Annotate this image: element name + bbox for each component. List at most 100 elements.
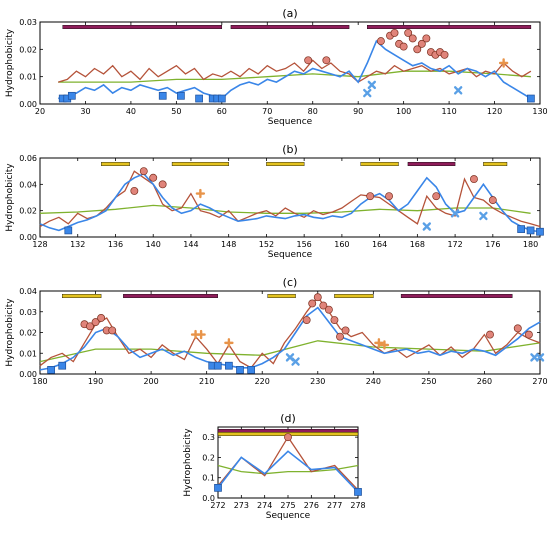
square-marker: [527, 94, 535, 103]
region-bar: [407, 161, 456, 166]
circle-marker: [417, 39, 426, 48]
x-marker: [479, 211, 488, 221]
region-bar: [101, 161, 130, 166]
circle-marker: [440, 50, 449, 59]
square-marker: [47, 366, 55, 374]
y-axis-label: Hydrophobicity: [5, 28, 15, 97]
x-tick-label: 270: [532, 377, 547, 386]
circle-marker: [513, 324, 522, 333]
plus-marker: [196, 329, 206, 340]
y-tick-label: 0.2: [202, 453, 215, 462]
circle-marker: [108, 326, 117, 335]
y-tick-label: 0.02: [19, 45, 37, 54]
circle-marker: [390, 28, 399, 37]
square-marker: [517, 225, 525, 233]
series-line-red: [58, 59, 532, 83]
subplot-2: (c) 180 190 200 210 220 230 240 250 260 270 0.00 0.0…: [5, 276, 548, 386]
x-tick-label: 110: [441, 107, 456, 116]
x-tick-label: 160: [334, 240, 349, 249]
y-tick-label: 0.01: [19, 349, 37, 358]
square-marker: [58, 361, 67, 370]
x-tick-label: 272: [210, 501, 225, 510]
x-tick-label: 180: [523, 240, 538, 249]
chart-title: (a): [282, 7, 297, 20]
square-marker: [213, 361, 222, 370]
circle-marker: [385, 192, 394, 201]
circle-marker: [422, 34, 431, 43]
circle-marker: [488, 196, 497, 205]
x-tick-label: 277: [327, 501, 342, 510]
square-marker: [195, 94, 203, 103]
series-line-blue: [217, 450, 359, 493]
series-line-green: [217, 464, 359, 475]
chart-title: (d): [280, 412, 296, 425]
x-axis-label: Sequence: [268, 117, 313, 127]
plus-marker: [374, 338, 384, 348]
x-tick-label: 70: [262, 107, 272, 116]
series-line-blue: [39, 306, 541, 371]
circle-marker: [319, 301, 328, 310]
plot-frame: [39, 290, 541, 375]
x-tick-label: 276: [304, 501, 319, 510]
x-tick-label: 260: [477, 377, 492, 386]
circle-marker: [91, 318, 100, 327]
x-tick-label: 144: [183, 240, 198, 249]
x-tick-label: 50: [171, 107, 181, 116]
plus-marker: [224, 338, 234, 348]
x-tick-label: 132: [70, 240, 85, 249]
circle-marker: [86, 322, 94, 331]
x-tick-label: 120: [487, 107, 502, 116]
region-bar: [483, 161, 508, 166]
circle-marker: [404, 28, 413, 37]
region-bar: [400, 294, 513, 299]
x-tick-label: 130: [532, 107, 547, 116]
y-tick-label: 0.06: [19, 154, 37, 163]
circle-marker: [366, 192, 375, 201]
y-tick-label: 0.00: [19, 100, 37, 109]
circle-marker: [336, 332, 344, 341]
x-tick-label: 274: [257, 501, 272, 510]
circle-marker: [322, 56, 331, 65]
y-tick-label: 0.03: [19, 308, 37, 317]
circle-marker: [149, 173, 158, 182]
y-tick-label: 0.1: [202, 474, 215, 483]
x-tick-label: 220: [255, 377, 270, 386]
x-tick-label: 180: [32, 377, 47, 386]
series-line-green: [39, 340, 541, 363]
circle-marker: [376, 37, 385, 46]
x-tick-label: 275: [280, 501, 295, 510]
circle-marker: [408, 34, 417, 43]
circle-marker: [302, 316, 311, 324]
y-tick-label: 0.3: [202, 433, 215, 442]
x-tick-label: 140: [146, 240, 161, 249]
circle-marker: [486, 330, 494, 339]
chart-title: (b): [282, 143, 298, 156]
y-tick-label: 0.02: [19, 329, 37, 338]
region-bar: [230, 25, 350, 30]
region-bar: [334, 294, 374, 299]
x-tick-label: 190: [88, 377, 103, 386]
x-marker: [291, 357, 300, 366]
x-marker: [453, 86, 463, 95]
x-tick-label: 90: [353, 107, 363, 116]
x-tick-label: 40: [126, 107, 136, 116]
circle-marker: [470, 175, 478, 184]
square-marker: [217, 94, 226, 103]
circle-marker: [284, 433, 292, 442]
region-bar: [360, 161, 399, 166]
region-bar: [62, 25, 223, 30]
square-marker: [67, 91, 76, 100]
x-marker: [450, 209, 460, 218]
x-axis-label: Sequence: [266, 511, 311, 521]
square-marker: [354, 488, 362, 496]
circle-marker: [432, 192, 441, 201]
x-marker: [422, 222, 431, 231]
y-tick-label: 0.00: [19, 370, 37, 379]
circle-marker: [341, 326, 350, 335]
circle-marker: [313, 293, 322, 302]
y-axis-label: Hydrophobicity: [5, 163, 15, 232]
circle-marker: [308, 299, 317, 308]
subplot-1: (b) 128 132 136 140 144 148 152 156 160 164 168 172 1…: [5, 143, 544, 260]
x-axis-label: Sequence: [268, 250, 313, 260]
circle-marker: [139, 167, 148, 176]
